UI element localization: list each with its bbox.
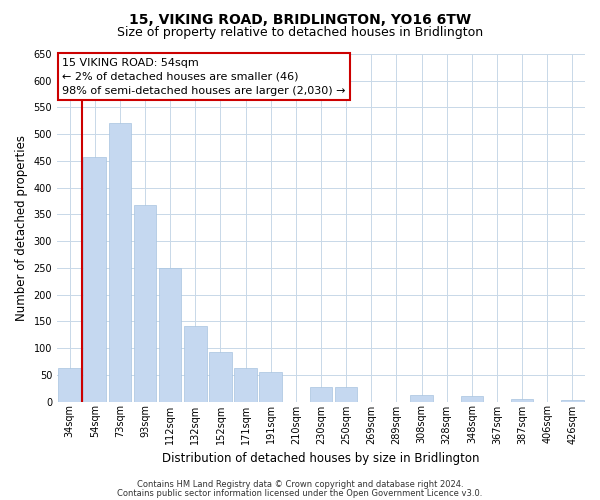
Text: Contains public sector information licensed under the Open Government Licence v3: Contains public sector information licen…: [118, 488, 482, 498]
Bar: [410, 395, 433, 402]
Bar: [109, 123, 131, 402]
Text: 15, VIKING ROAD, BRIDLINGTON, YO16 6TW: 15, VIKING ROAD, BRIDLINGTON, YO16 6TW: [129, 12, 471, 26]
Bar: [310, 386, 332, 402]
Bar: [259, 372, 282, 402]
Bar: [561, 400, 584, 402]
Bar: [335, 386, 358, 402]
Bar: [134, 205, 157, 402]
Bar: [58, 368, 81, 402]
Bar: [461, 396, 483, 402]
Bar: [159, 268, 181, 402]
Text: Size of property relative to detached houses in Bridlington: Size of property relative to detached ho…: [117, 26, 483, 39]
Bar: [83, 157, 106, 402]
Text: Contains HM Land Registry data © Crown copyright and database right 2024.: Contains HM Land Registry data © Crown c…: [137, 480, 463, 489]
Y-axis label: Number of detached properties: Number of detached properties: [15, 135, 28, 321]
Bar: [234, 368, 257, 402]
Text: 15 VIKING ROAD: 54sqm
← 2% of detached houses are smaller (46)
98% of semi-detac: 15 VIKING ROAD: 54sqm ← 2% of detached h…: [62, 58, 346, 96]
Bar: [209, 352, 232, 402]
Bar: [511, 399, 533, 402]
Bar: [184, 326, 206, 402]
X-axis label: Distribution of detached houses by size in Bridlington: Distribution of detached houses by size …: [162, 452, 480, 465]
